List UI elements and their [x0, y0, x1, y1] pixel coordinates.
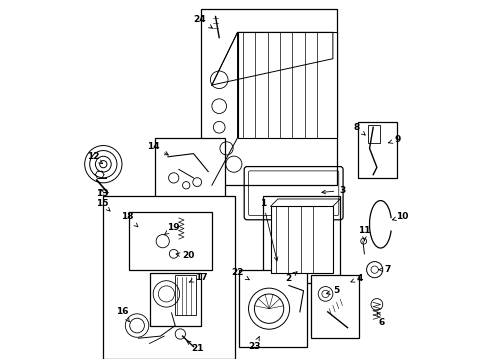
Text: 15: 15 — [96, 199, 110, 211]
Bar — [154, 138, 224, 212]
Bar — [175, 275, 195, 315]
Text: 5: 5 — [326, 286, 339, 295]
Text: 2: 2 — [285, 272, 297, 283]
Bar — [270, 206, 332, 273]
Text: 17: 17 — [189, 273, 207, 282]
Text: 14: 14 — [146, 142, 168, 155]
Bar — [149, 273, 201, 325]
Text: 13: 13 — [96, 189, 108, 198]
Text: 11: 11 — [357, 226, 370, 241]
Text: 21: 21 — [186, 341, 203, 353]
Text: 4: 4 — [350, 274, 363, 283]
Bar — [201, 9, 336, 185]
Bar — [357, 122, 397, 178]
Bar — [103, 196, 235, 359]
Text: 18: 18 — [121, 212, 138, 227]
Bar — [263, 196, 340, 283]
Bar — [367, 125, 379, 143]
Text: 22: 22 — [231, 268, 249, 280]
Text: 7: 7 — [378, 265, 390, 274]
Text: 1: 1 — [260, 199, 277, 261]
Bar — [239, 270, 306, 347]
Bar — [310, 275, 358, 338]
Text: 16: 16 — [116, 307, 129, 322]
Text: 12: 12 — [87, 152, 102, 164]
Bar — [237, 32, 336, 138]
Text: 10: 10 — [392, 212, 408, 221]
Text: 24: 24 — [193, 15, 212, 28]
Text: 23: 23 — [247, 337, 260, 351]
Text: 9: 9 — [388, 135, 400, 144]
Text: 6: 6 — [376, 312, 385, 327]
Text: 3: 3 — [321, 186, 345, 195]
Bar — [129, 212, 211, 270]
Text: 8: 8 — [352, 123, 365, 135]
Text: 19: 19 — [164, 223, 180, 235]
Text: 20: 20 — [176, 251, 194, 260]
